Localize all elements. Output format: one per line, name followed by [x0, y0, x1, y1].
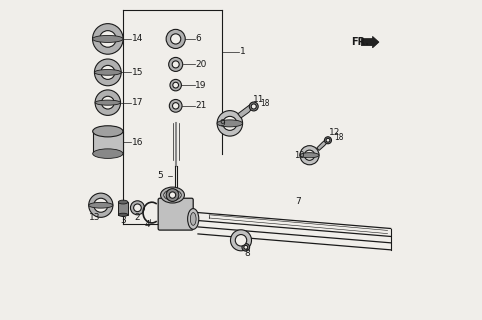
Circle shape	[171, 34, 181, 44]
Ellipse shape	[89, 202, 113, 208]
Text: 7: 7	[295, 197, 301, 206]
Circle shape	[93, 24, 123, 54]
Ellipse shape	[119, 213, 128, 216]
Text: 10: 10	[294, 151, 305, 160]
Text: 18: 18	[260, 100, 269, 108]
Circle shape	[169, 57, 183, 71]
Polygon shape	[238, 104, 254, 118]
Ellipse shape	[190, 212, 196, 225]
Circle shape	[235, 235, 247, 246]
Circle shape	[172, 193, 179, 200]
Text: 1: 1	[240, 47, 246, 56]
Circle shape	[223, 116, 237, 130]
Circle shape	[172, 61, 179, 68]
Text: 19: 19	[195, 81, 207, 90]
Circle shape	[230, 230, 252, 251]
Ellipse shape	[95, 100, 120, 105]
Circle shape	[101, 65, 115, 79]
Text: 3: 3	[120, 216, 126, 225]
Circle shape	[94, 59, 121, 86]
Circle shape	[326, 138, 330, 142]
Circle shape	[100, 31, 116, 47]
Circle shape	[174, 195, 177, 198]
Text: 13: 13	[89, 213, 101, 222]
Circle shape	[217, 111, 242, 136]
Circle shape	[131, 201, 145, 215]
Ellipse shape	[94, 69, 121, 75]
Circle shape	[94, 198, 108, 212]
Circle shape	[170, 79, 181, 91]
Circle shape	[305, 150, 315, 160]
Ellipse shape	[93, 36, 123, 43]
Circle shape	[242, 244, 250, 251]
Circle shape	[173, 82, 178, 88]
FancyBboxPatch shape	[158, 198, 193, 230]
Circle shape	[166, 29, 185, 49]
Circle shape	[89, 193, 113, 217]
Text: 6: 6	[195, 35, 201, 44]
Ellipse shape	[300, 153, 319, 158]
Text: 12: 12	[329, 128, 340, 137]
Circle shape	[251, 104, 256, 109]
Text: 15: 15	[132, 68, 143, 77]
Text: 2: 2	[134, 213, 140, 222]
Circle shape	[169, 192, 175, 198]
Ellipse shape	[217, 120, 242, 127]
Text: 9: 9	[219, 119, 225, 128]
Text: 16: 16	[132, 138, 143, 147]
Ellipse shape	[187, 209, 199, 229]
Text: 20: 20	[195, 60, 207, 69]
Circle shape	[134, 204, 141, 212]
Polygon shape	[317, 138, 330, 150]
Text: 21: 21	[195, 101, 207, 110]
Circle shape	[169, 100, 182, 112]
FancyArrow shape	[362, 36, 379, 48]
Circle shape	[324, 137, 332, 144]
Ellipse shape	[93, 126, 123, 137]
Text: 8: 8	[244, 249, 250, 258]
Text: 5: 5	[158, 172, 163, 180]
Text: 4: 4	[145, 220, 150, 229]
Ellipse shape	[119, 200, 128, 204]
Circle shape	[244, 245, 248, 249]
Circle shape	[300, 146, 319, 165]
Text: 11: 11	[253, 95, 265, 104]
Circle shape	[95, 90, 120, 116]
Circle shape	[166, 189, 179, 201]
Ellipse shape	[161, 187, 185, 203]
Text: 17: 17	[132, 98, 143, 107]
Ellipse shape	[93, 149, 123, 158]
Ellipse shape	[164, 190, 181, 200]
Circle shape	[101, 96, 114, 109]
Text: 18: 18	[335, 132, 344, 141]
Text: FR.: FR.	[351, 37, 369, 47]
Circle shape	[249, 102, 258, 111]
Circle shape	[173, 103, 179, 109]
Bar	[93, 131, 123, 154]
Text: 14: 14	[132, 35, 143, 44]
Bar	[119, 202, 128, 215]
